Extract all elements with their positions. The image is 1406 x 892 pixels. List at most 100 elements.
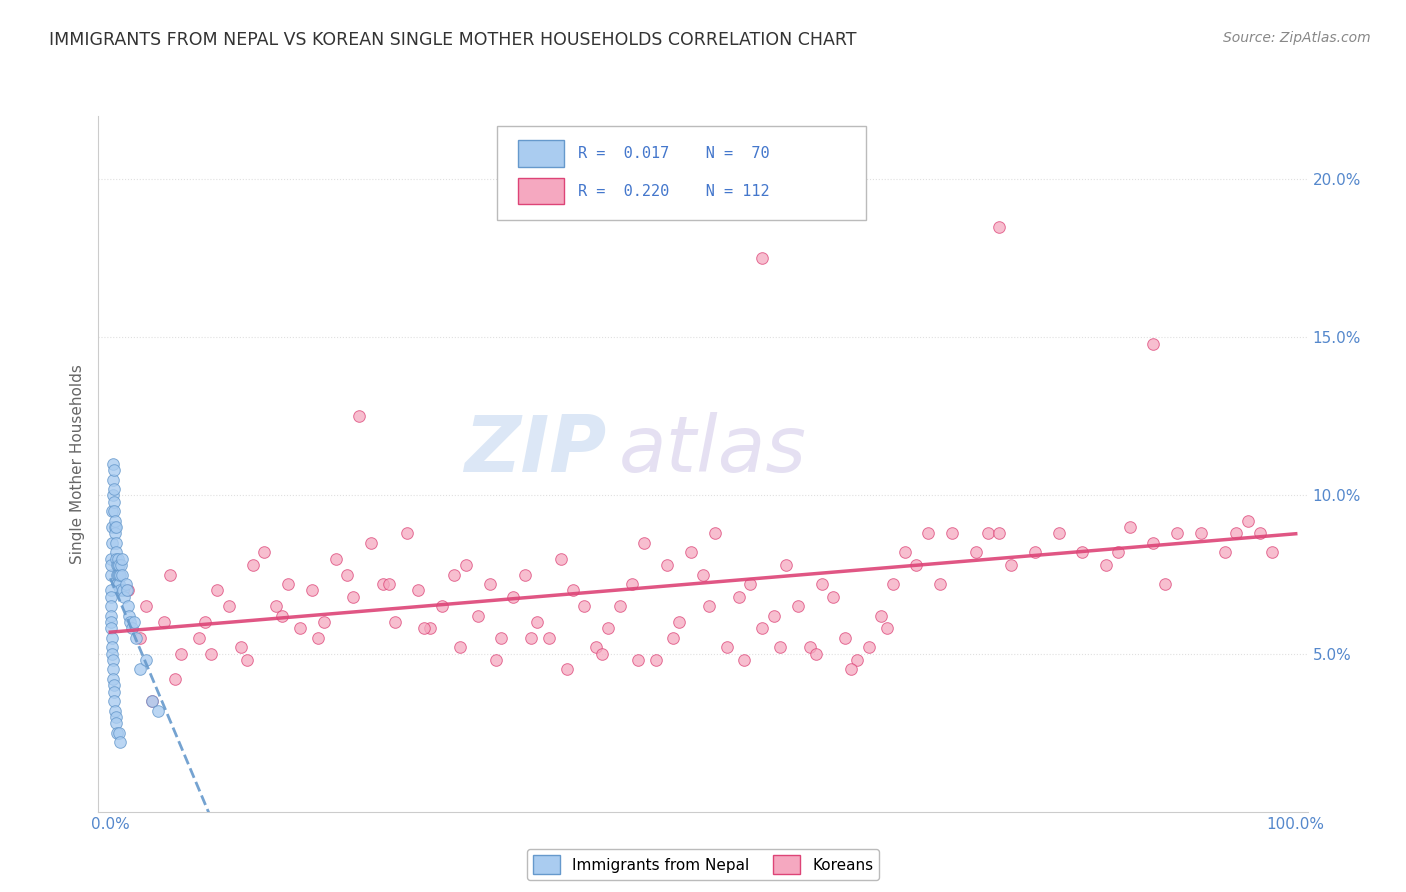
Point bbox=[108, 577, 131, 591]
Point bbox=[620, 577, 643, 591]
Point bbox=[360, 536, 382, 550]
FancyBboxPatch shape bbox=[517, 178, 564, 204]
Point bbox=[100, 590, 122, 604]
Point bbox=[561, 583, 583, 598]
Point bbox=[103, 694, 125, 708]
Point bbox=[1261, 545, 1284, 559]
Point bbox=[432, 599, 454, 614]
Point bbox=[454, 558, 477, 572]
Point bbox=[104, 526, 127, 541]
Point bbox=[839, 662, 862, 676]
Point bbox=[484, 653, 506, 667]
Point bbox=[751, 621, 773, 635]
Point bbox=[893, 545, 915, 559]
Point bbox=[810, 577, 832, 591]
Point bbox=[105, 725, 128, 739]
Point bbox=[734, 653, 756, 667]
Point bbox=[598, 621, 620, 635]
Point bbox=[101, 647, 124, 661]
Point bbox=[876, 621, 898, 635]
Legend: Immigrants from Nepal, Koreans: Immigrants from Nepal, Koreans bbox=[526, 849, 880, 880]
Point bbox=[104, 536, 127, 550]
Point bbox=[100, 567, 122, 582]
Point bbox=[1071, 545, 1094, 559]
Point bbox=[205, 583, 228, 598]
Point bbox=[1107, 545, 1129, 559]
Point bbox=[823, 590, 845, 604]
Point bbox=[408, 583, 430, 598]
Point bbox=[104, 520, 127, 534]
Point bbox=[537, 631, 560, 645]
Point bbox=[312, 615, 335, 629]
Text: Source: ZipAtlas.com: Source: ZipAtlas.com bbox=[1223, 31, 1371, 45]
Point bbox=[1000, 558, 1022, 572]
Point bbox=[100, 608, 122, 623]
Point bbox=[229, 640, 252, 655]
Point bbox=[905, 558, 928, 572]
Point bbox=[105, 716, 128, 731]
Point bbox=[103, 672, 125, 686]
Point bbox=[129, 631, 152, 645]
Point bbox=[703, 526, 725, 541]
Text: R =  0.017    N =  70: R = 0.017 N = 70 bbox=[578, 146, 770, 161]
Point bbox=[100, 599, 122, 614]
Point bbox=[104, 710, 127, 724]
Point bbox=[264, 599, 287, 614]
Point bbox=[627, 653, 650, 667]
Point bbox=[727, 590, 749, 604]
Point bbox=[235, 653, 257, 667]
Y-axis label: Single Mother Households: Single Mother Households bbox=[69, 364, 84, 564]
Point bbox=[107, 567, 129, 582]
Point bbox=[965, 545, 987, 559]
Point bbox=[1119, 520, 1142, 534]
Point bbox=[1225, 526, 1247, 541]
Point bbox=[101, 473, 124, 487]
Point bbox=[740, 577, 762, 591]
Point bbox=[101, 520, 124, 534]
Point bbox=[609, 599, 631, 614]
Point bbox=[242, 558, 264, 572]
Point bbox=[129, 662, 152, 676]
Point bbox=[786, 599, 808, 614]
Text: IMMIGRANTS FROM NEPAL VS KOREAN SINGLE MOTHER HOUSEHOLDS CORRELATION CHART: IMMIGRANTS FROM NEPAL VS KOREAN SINGLE M… bbox=[49, 31, 856, 49]
Point bbox=[1213, 545, 1236, 559]
Point bbox=[307, 631, 329, 645]
Point bbox=[662, 631, 685, 645]
Point bbox=[152, 615, 174, 629]
Point bbox=[846, 653, 869, 667]
Point bbox=[804, 647, 827, 661]
Point bbox=[114, 590, 136, 604]
Point bbox=[834, 631, 856, 645]
Point bbox=[112, 583, 135, 598]
Point bbox=[101, 653, 124, 667]
Point bbox=[170, 647, 193, 661]
Point bbox=[141, 694, 163, 708]
Point bbox=[117, 583, 139, 598]
Point bbox=[988, 219, 1011, 234]
Point bbox=[100, 551, 122, 566]
Point bbox=[101, 504, 124, 518]
Point bbox=[419, 621, 441, 635]
Point bbox=[103, 504, 125, 518]
Point bbox=[100, 631, 122, 645]
Point bbox=[100, 621, 122, 635]
Point bbox=[633, 536, 655, 550]
Point bbox=[101, 640, 124, 655]
Point bbox=[301, 583, 323, 598]
Point bbox=[555, 662, 578, 676]
Point bbox=[200, 647, 222, 661]
Point bbox=[976, 526, 998, 541]
Point bbox=[585, 640, 607, 655]
Point bbox=[107, 551, 129, 566]
Point bbox=[105, 558, 128, 572]
Point bbox=[716, 640, 738, 655]
Point bbox=[104, 520, 127, 534]
Point bbox=[550, 551, 572, 566]
Point bbox=[325, 551, 347, 566]
Point bbox=[108, 567, 131, 582]
Point bbox=[271, 608, 294, 623]
Point bbox=[502, 590, 524, 604]
Point bbox=[103, 457, 125, 471]
Point bbox=[657, 558, 679, 572]
Point bbox=[118, 608, 141, 623]
